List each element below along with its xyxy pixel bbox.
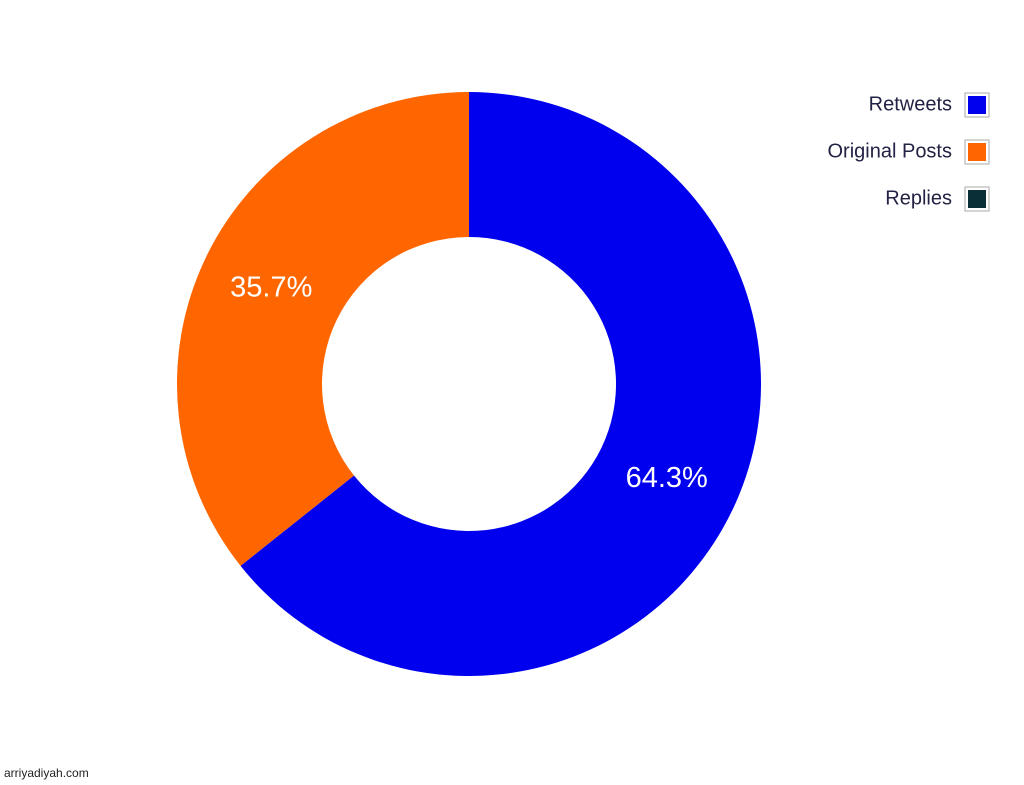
value-label: 35.7% xyxy=(230,271,312,303)
legend-swatch-fill xyxy=(968,96,986,114)
donut-slice xyxy=(177,92,469,566)
legend-swatch-fill xyxy=(968,190,986,208)
donut-slice xyxy=(240,92,761,676)
legend-swatch-fill xyxy=(968,143,986,161)
value-label: 64.3% xyxy=(626,462,708,494)
source: arriyadiyah.com xyxy=(4,766,89,780)
legend-label: Original Posts xyxy=(828,140,953,162)
legend-label: Retweets xyxy=(869,93,952,115)
legend-label: Replies xyxy=(885,187,952,209)
